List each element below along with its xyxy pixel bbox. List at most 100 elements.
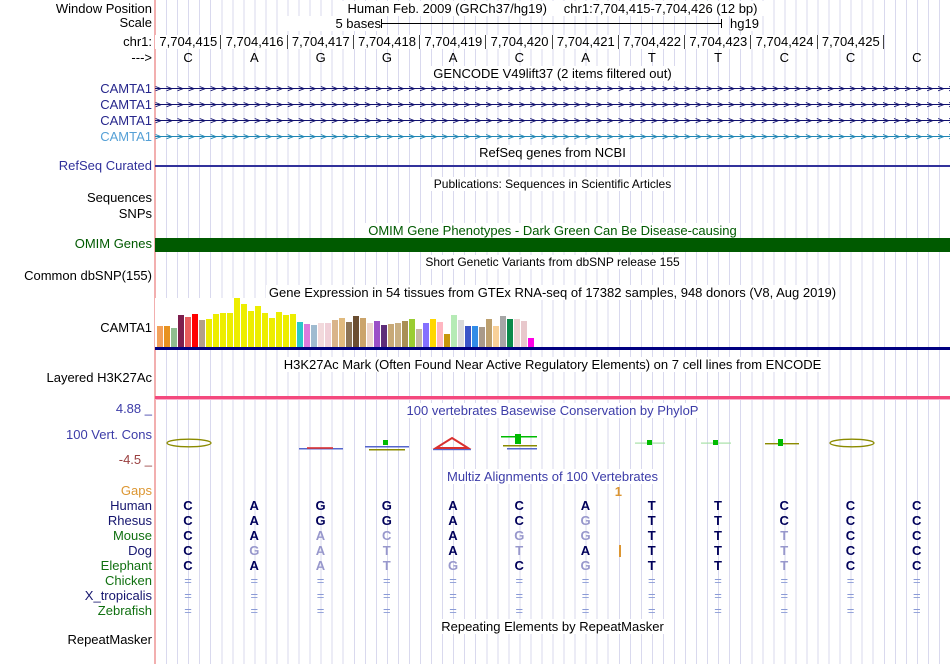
- species-label-dog[interactable]: Dog: [128, 543, 152, 558]
- gaps-label[interactable]: Gaps: [120, 483, 152, 498]
- expression-bar[interactable]: [430, 319, 436, 347]
- refseq-gene-line[interactable]: [155, 165, 950, 167]
- alignment-base: C: [183, 558, 193, 573]
- alignment-base: C: [912, 513, 922, 528]
- h3k27ac-label[interactable]: Layered H3K27Ac: [46, 370, 152, 385]
- gtex-gene-label[interactable]: CAMTA1: [100, 320, 152, 335]
- alignment-base: G: [315, 513, 326, 528]
- expression-bar[interactable]: [283, 315, 289, 347]
- expression-bar[interactable]: [199, 320, 205, 347]
- expression-bar[interactable]: [479, 327, 485, 347]
- species-label-human[interactable]: Human: [110, 498, 152, 513]
- expression-bar[interactable]: [486, 319, 492, 347]
- expression-bar[interactable]: [325, 323, 331, 347]
- gene-label-camta1[interactable]: CAMTA1: [100, 113, 152, 128]
- conservation-mark-triangle: [431, 436, 473, 454]
- species-label-mouse[interactable]: Mouse: [112, 528, 152, 543]
- snps-label[interactable]: SNPs: [118, 206, 152, 221]
- alignment-base: =: [846, 603, 855, 618]
- species-label-rhesus[interactable]: Rhesus: [107, 513, 152, 528]
- gene-label-camta1[interactable]: CAMTA1: [100, 129, 152, 144]
- species-label-elephant[interactable]: Elephant: [100, 558, 152, 573]
- alignment-base: C: [514, 513, 524, 528]
- refseq-curated-label[interactable]: RefSeq Curated: [58, 158, 152, 173]
- expression-bar[interactable]: [465, 326, 471, 347]
- species-label-zebrafish[interactable]: Zebrafish: [97, 603, 152, 618]
- expression-bar[interactable]: [437, 322, 443, 347]
- expression-bar[interactable]: [255, 306, 261, 347]
- expression-bar[interactable]: [157, 326, 163, 347]
- alignment-base: =: [515, 588, 524, 603]
- expression-bar[interactable]: [192, 314, 198, 347]
- expression-bar[interactable]: [367, 323, 373, 347]
- gene-label-camta1[interactable]: CAMTA1: [100, 97, 152, 112]
- expression-bar[interactable]: [311, 325, 317, 347]
- repeatmasker-label[interactable]: RepeatMasker: [67, 632, 152, 647]
- conservation-mark-lens: [166, 436, 212, 451]
- expression-bar[interactable]: [451, 315, 457, 347]
- expression-bar[interactable]: [262, 313, 268, 347]
- expression-bar[interactable]: [248, 311, 254, 347]
- alignment-base: C: [912, 528, 922, 543]
- gene-strand-arrows[interactable]: >>>>>>>>>>>>>>>>>>>>>>>>>>>>>>>>>>>>>>>>…: [155, 114, 950, 128]
- repeatmasker-track-title: Repeating Elements by RepeatMasker: [155, 619, 950, 634]
- gene-label-camta1[interactable]: CAMTA1: [100, 81, 152, 96]
- expression-bar[interactable]: [528, 338, 534, 347]
- expression-bar[interactable]: [220, 313, 226, 347]
- expression-bar[interactable]: [500, 316, 506, 347]
- alignment-base: C: [514, 498, 524, 513]
- alignment-base: T: [714, 528, 722, 543]
- gene-strand-arrows[interactable]: >>>>>>>>>>>>>>>>>>>>>>>>>>>>>>>>>>>>>>>>…: [155, 98, 950, 112]
- expression-bar[interactable]: [213, 314, 219, 347]
- gene-strand-arrows[interactable]: >>>>>>>>>>>>>>>>>>>>>>>>>>>>>>>>>>>>>>>>…: [155, 130, 950, 144]
- omim-gene-bar[interactable]: [155, 238, 950, 252]
- expression-bar[interactable]: [409, 319, 415, 347]
- expression-bar[interactable]: [353, 316, 359, 347]
- expression-bar[interactable]: [381, 325, 387, 347]
- alignment-base: T: [382, 543, 391, 558]
- expression-bar[interactable]: [185, 317, 191, 347]
- expression-bar[interactable]: [493, 326, 499, 347]
- expression-bar[interactable]: [444, 334, 450, 347]
- h3k27ac-signal-line[interactable]: [155, 396, 950, 399]
- expression-bar[interactable]: [234, 298, 240, 347]
- expression-bar[interactable]: [416, 329, 422, 347]
- expression-bar[interactable]: [388, 324, 394, 347]
- expression-bar[interactable]: [227, 313, 233, 347]
- expression-bar[interactable]: [318, 323, 324, 347]
- species-label-chicken[interactable]: Chicken: [105, 573, 152, 588]
- expression-bar[interactable]: [423, 323, 429, 347]
- omim-genes-label[interactable]: OMIM Genes: [74, 236, 152, 251]
- alignment-base: =: [449, 588, 457, 603]
- expression-bar[interactable]: [304, 324, 310, 347]
- expression-bar[interactable]: [171, 328, 177, 347]
- expression-bar[interactable]: [521, 321, 527, 347]
- expression-bar[interactable]: [332, 320, 338, 347]
- alignment-base: G: [381, 513, 392, 528]
- expression-bar[interactable]: [178, 315, 184, 347]
- expression-bar[interactable]: [297, 322, 303, 347]
- expression-bar[interactable]: [360, 318, 366, 347]
- expression-bar[interactable]: [472, 326, 478, 347]
- expression-bar[interactable]: [514, 319, 520, 347]
- expression-bar[interactable]: [395, 323, 401, 347]
- species-label-x_tropicalis[interactable]: X_tropicalis: [84, 588, 152, 603]
- expression-bar[interactable]: [346, 322, 352, 347]
- dbsnp-label[interactable]: Common dbSNP(155): [24, 268, 152, 283]
- expression-bar[interactable]: [458, 320, 464, 347]
- coordinate-label: 7,704,418: [353, 35, 420, 49]
- expression-bar[interactable]: [507, 319, 513, 347]
- expression-bar[interactable]: [339, 318, 345, 347]
- alignment-base: C: [183, 528, 193, 543]
- expression-bar[interactable]: [402, 321, 408, 347]
- expression-bar[interactable]: [241, 304, 247, 347]
- conservation-track-label[interactable]: 100 Vert. Cons: [66, 427, 152, 442]
- expression-bar[interactable]: [269, 318, 275, 347]
- expression-bar[interactable]: [276, 312, 282, 347]
- expression-bar[interactable]: [290, 314, 296, 347]
- expression-bar[interactable]: [206, 319, 212, 347]
- expression-bar[interactable]: [164, 326, 170, 347]
- sequences-label[interactable]: Sequences: [86, 190, 152, 205]
- gene-strand-arrows[interactable]: >>>>>>>>>>>>>>>>>>>>>>>>>>>>>>>>>>>>>>>>…: [155, 82, 950, 96]
- expression-bar[interactable]: [374, 321, 380, 347]
